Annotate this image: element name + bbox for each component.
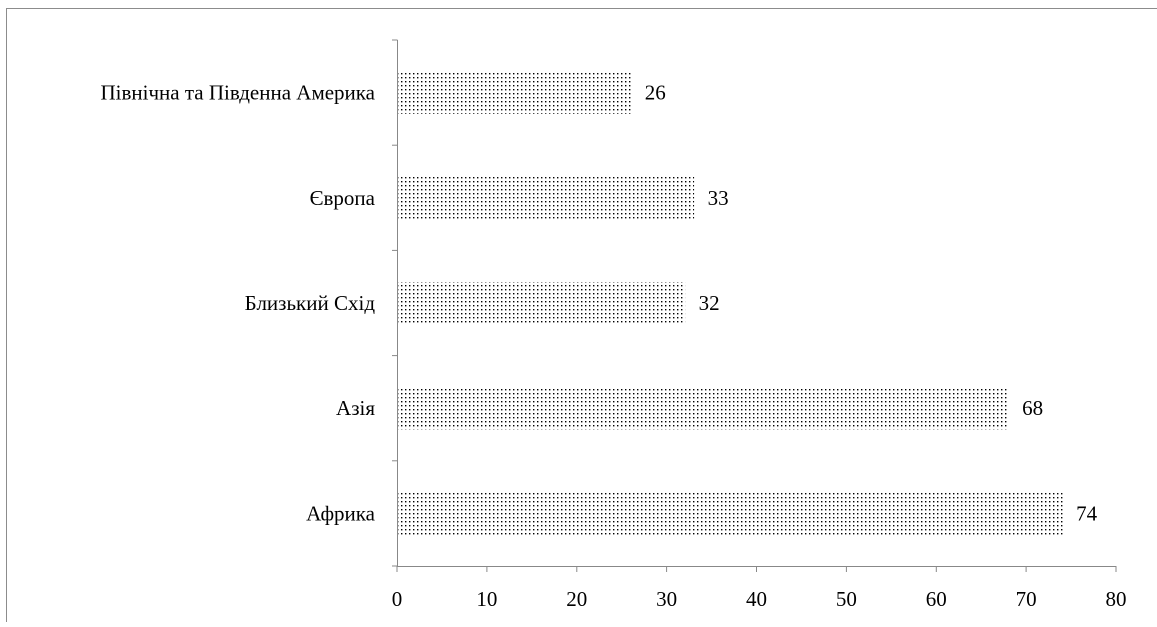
x-tick-label: 10 [476,587,497,611]
x-tick-label: 30 [656,587,677,611]
category-label: Європа [310,186,376,210]
category-label: Азія [336,396,375,420]
x-tick-label: 20 [566,587,587,611]
x-tick-label: 0 [392,587,403,611]
data-label: 33 [708,186,729,210]
data-label: 74 [1076,501,1098,525]
bar-1 [398,177,695,219]
category-label: Північна та Південна Америка [100,81,375,105]
bar-2 [398,282,686,324]
x-tick-label: 70 [1016,587,1037,611]
bar-4 [398,492,1063,534]
x-tick-label: 40 [746,587,767,611]
data-label: 26 [645,81,666,105]
bar-3 [398,387,1009,429]
x-tick-label: 80 [1106,587,1127,611]
bar-0 [398,72,632,114]
x-tick-label: 60 [926,587,947,611]
x-tick-label: 50 [836,587,857,611]
category-label: Африка [306,501,376,525]
data-label: 68 [1022,396,1043,420]
data-label: 32 [699,291,720,315]
category-label: Близький Схід [245,291,376,315]
